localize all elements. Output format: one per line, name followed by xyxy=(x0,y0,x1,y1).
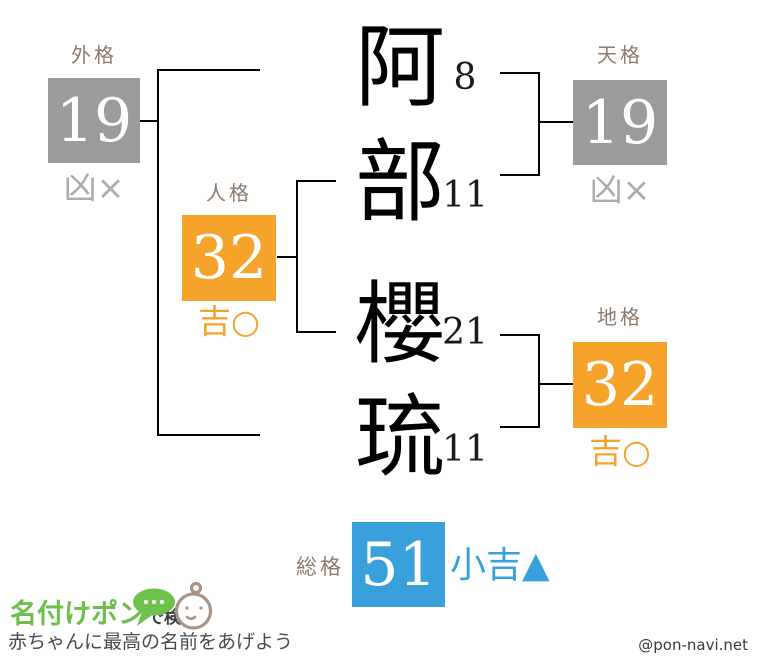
tenkaku-bracket-bottom xyxy=(500,174,540,176)
given-char-2: 琉 xyxy=(355,385,445,490)
chikaku-bracket-top xyxy=(500,334,540,336)
site-credit: @pon-navi.net xyxy=(638,636,748,654)
gaikaku-label: 外格 xyxy=(71,43,117,67)
surname-char-2: 部 xyxy=(355,130,445,235)
jinkaku-result: 吉○ xyxy=(198,302,260,341)
stroke-count-3: 21 xyxy=(442,312,488,353)
gaikaku-bracket-top xyxy=(157,69,260,71)
jinkaku-bracket-top xyxy=(296,180,336,182)
soukaku-value: 51 xyxy=(360,529,437,600)
tenkaku-box-connector xyxy=(540,121,573,123)
speech-bubble-icon xyxy=(133,588,175,626)
tagline: 赤ちゃんに最高の名前をあげよう xyxy=(8,631,294,653)
jinkaku-bracket-bottom xyxy=(296,331,336,333)
gaikaku-bracket-bottom xyxy=(157,434,260,436)
gaikaku-value: 19 xyxy=(55,85,133,156)
baby-face-icon xyxy=(174,581,213,630)
chikaku-box-connector xyxy=(540,383,573,385)
brand-logo xyxy=(133,581,213,630)
tenkaku-value: 19 xyxy=(581,87,659,158)
tenkaku-label: 天格 xyxy=(597,43,643,67)
chikaku-bracket-bottom xyxy=(500,426,540,428)
gaikaku-bracket-vertical xyxy=(157,69,159,436)
tenkaku-result: 凶× xyxy=(589,170,651,209)
chikaku-label: 地格 xyxy=(597,305,643,329)
tenkaku-bracket-vertical xyxy=(538,72,540,176)
soukaku-label: 総格 xyxy=(296,555,344,579)
tenkaku-bracket-top xyxy=(500,72,540,74)
chikaku-bracket-vertical xyxy=(538,334,540,428)
stroke-count-1: 8 xyxy=(453,57,477,98)
soukaku-value-box: 51 xyxy=(352,522,445,607)
jinkaku-box-connector xyxy=(277,256,296,258)
chikaku-result: 吉○ xyxy=(589,432,651,471)
soukaku-result: 小吉▲ xyxy=(450,545,550,586)
surname-char-1: 阿 xyxy=(355,15,445,120)
gaikaku-box-connector xyxy=(140,120,157,122)
stroke-count-4: 11 xyxy=(442,429,488,470)
given-char-1: 櫻 xyxy=(355,272,445,377)
gaikaku-result: 凶× xyxy=(63,168,125,207)
stroke-count-2: 11 xyxy=(442,175,488,216)
jinkaku-bracket-vertical xyxy=(296,180,298,333)
chikaku-value: 32 xyxy=(581,350,659,420)
jinkaku-value-box: 32 xyxy=(182,215,276,301)
tenkaku-value-box: 19 xyxy=(573,80,667,165)
brand-name: 名付けポン xyxy=(10,599,145,630)
chikaku-value-box: 32 xyxy=(573,342,667,428)
gaikaku-value-box: 19 xyxy=(48,78,140,163)
jinkaku-label: 人格 xyxy=(206,181,252,205)
jinkaku-value: 32 xyxy=(190,223,268,293)
